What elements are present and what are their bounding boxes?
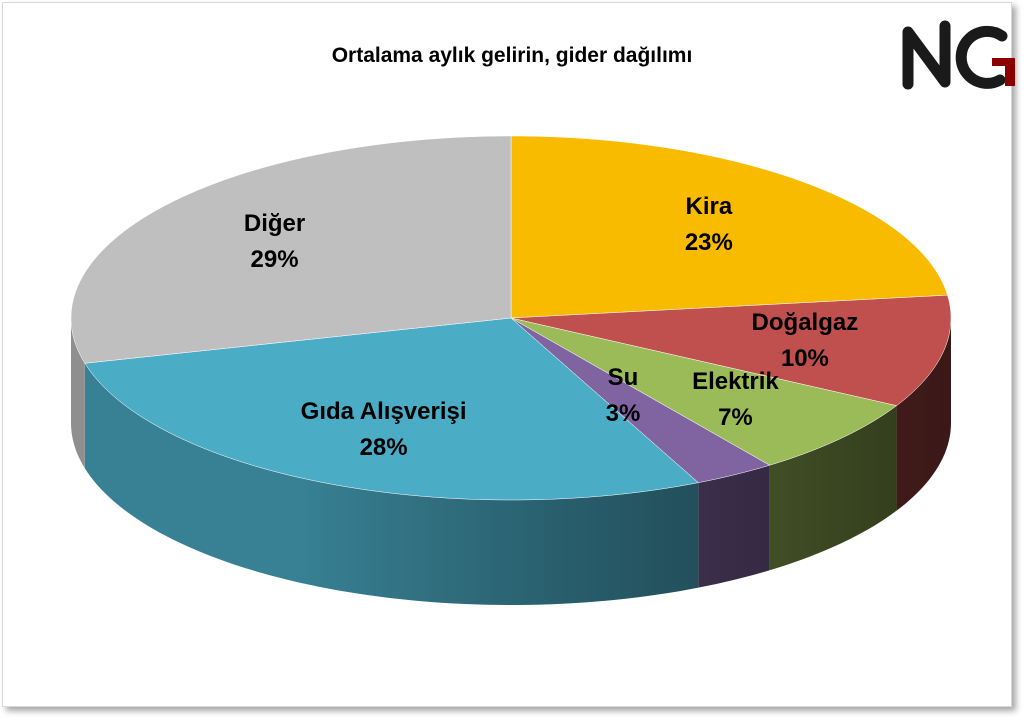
pie-slice-su — [510, 317, 771, 483]
ng-logo — [902, 20, 1015, 90]
chart-title: Ortalama aylık gelirin, gider dağılımı — [331, 44, 693, 67]
pie-side-elektrik — [769, 405, 897, 571]
pie-slice-doğalgaz — [510, 294, 952, 406]
slice-percent: 10% — [780, 345, 829, 373]
pie-side-diğer — [71, 318, 85, 469]
pie-slice-diğer — [70, 135, 512, 364]
slice-label: Doğalgaz — [751, 309, 859, 337]
pie-side-su — [698, 465, 770, 588]
slice-percent: 7% — [718, 403, 753, 431]
slice-label: Kira — [685, 193, 733, 221]
pie-slice-elektrik — [510, 317, 898, 466]
data-label: Doğalgaz 10% — [752, 305, 859, 377]
slice-percent: 28% — [359, 433, 408, 461]
slice-label: Elektrik — [692, 367, 779, 395]
data-label: Gıda Alışverişi 28% — [301, 394, 467, 466]
data-label: Kira 23% — [685, 189, 733, 261]
pie-slice-gıda-alışverişi — [84, 317, 699, 501]
slice-percent: 3% — [605, 400, 641, 428]
pie-side-gıda-alışverişi — [84, 363, 699, 605]
slice-percent: 23% — [684, 229, 733, 257]
pie-slice-kira — [510, 135, 948, 319]
slice-label: Gıda Alışverişi — [300, 397, 467, 425]
data-label: Elektrik 7% — [692, 364, 779, 436]
slice-label: Su — [607, 364, 639, 392]
slice-label: Diğer — [243, 210, 306, 238]
data-label: Diğer 29% — [244, 206, 305, 278]
slice-percent: 29% — [250, 246, 299, 274]
pie-side-doğalgaz — [896, 318, 951, 511]
data-label: Su 3% — [606, 360, 641, 432]
